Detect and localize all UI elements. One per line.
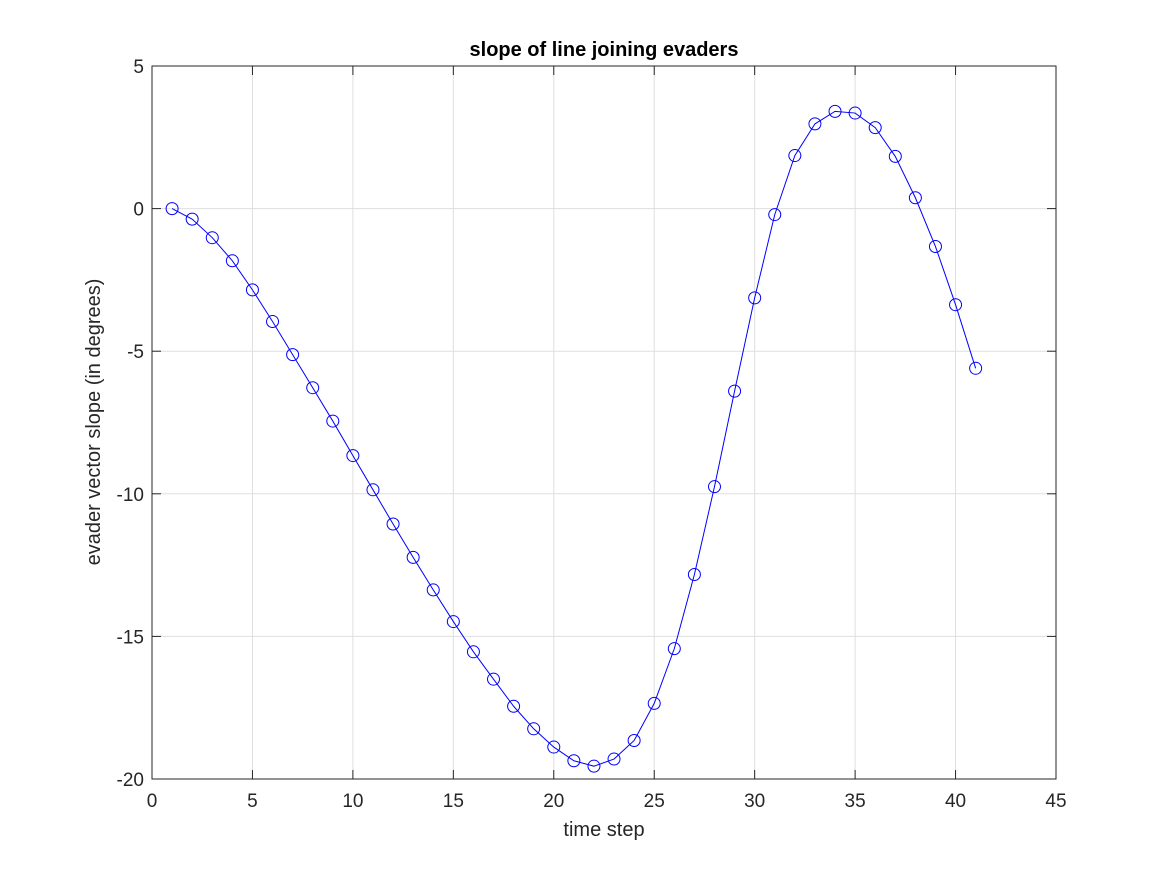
data-point-marker <box>687 568 701 582</box>
data-point-marker <box>707 480 721 494</box>
y-tick-label: -10 <box>117 485 144 506</box>
x-axis-label: time step <box>563 819 644 841</box>
data-point-marker <box>487 672 501 686</box>
x-tick-label: 10 <box>342 791 363 812</box>
data-point-marker <box>949 298 963 312</box>
data-point-marker <box>225 254 239 268</box>
y-tick-label: -15 <box>117 627 144 648</box>
data-point-marker <box>406 550 420 564</box>
y-tick-labels: 5 0 -5 -10 -15 -20 <box>117 57 144 791</box>
x-tick-label: 30 <box>744 791 765 812</box>
data-point-marker <box>346 449 360 463</box>
data-point-marker <box>928 240 942 254</box>
x-tick-label: 20 <box>543 791 564 812</box>
data-point-marker <box>748 291 762 305</box>
y-tick-label: -20 <box>117 770 144 791</box>
data-point-marker <box>768 208 782 222</box>
y-tick-label: -5 <box>127 342 144 363</box>
data-point-marker <box>969 361 983 375</box>
y-axis-label: evader vector slope (in degrees) <box>83 279 105 566</box>
data-point-marker <box>607 752 621 766</box>
y-tick-label: 5 <box>133 57 144 78</box>
data-point-marker <box>507 699 521 713</box>
data-point-marker <box>547 740 561 754</box>
x-tick-label: 35 <box>845 791 866 812</box>
data-point-marker <box>386 517 400 531</box>
plot-frame <box>151 65 1057 780</box>
data-point-marker <box>527 722 541 736</box>
data-point-marker <box>848 106 862 120</box>
data-point-marker <box>667 642 681 656</box>
x-tick-label: 40 <box>945 791 966 812</box>
data-point-marker <box>627 733 641 747</box>
data-point-marker <box>868 121 882 135</box>
data-point-marker <box>587 759 601 773</box>
data-point-marker <box>647 696 661 710</box>
data-point-marker <box>366 483 380 497</box>
plot-background <box>152 66 1056 779</box>
data-point-marker <box>888 149 902 163</box>
data-point-marker <box>567 754 581 768</box>
x-tick-label: 0 <box>147 791 158 812</box>
data-point-marker <box>446 615 460 629</box>
y-tick-label: 0 <box>133 200 144 221</box>
data-point-marker <box>728 384 742 398</box>
x-tick-label: 15 <box>443 791 464 812</box>
x-tick-labels: 0 5 10 15 20 25 30 35 40 45 <box>147 791 1067 812</box>
x-tick-label: 25 <box>644 791 665 812</box>
data-point-marker <box>788 149 802 163</box>
x-tick-label: 45 <box>1045 791 1066 812</box>
data-point-marker <box>828 104 842 118</box>
data-point-marker <box>245 283 259 297</box>
data-point-marker <box>466 645 480 659</box>
data-point-marker <box>426 583 440 597</box>
data-point-marker <box>205 231 219 245</box>
data-point-marker <box>286 348 300 362</box>
data-point-marker <box>185 212 199 226</box>
data-point-marker <box>266 315 280 329</box>
data-point-marker <box>326 414 340 428</box>
x-tick-label: 5 <box>247 791 258 812</box>
data-point-marker <box>808 117 822 131</box>
chart-title: slope of line joining evaders <box>470 39 739 61</box>
data-point-marker <box>306 381 320 395</box>
series-line <box>171 110 977 767</box>
series-markers <box>165 104 983 773</box>
data-point-marker <box>908 191 922 205</box>
data-point-marker <box>165 202 179 216</box>
